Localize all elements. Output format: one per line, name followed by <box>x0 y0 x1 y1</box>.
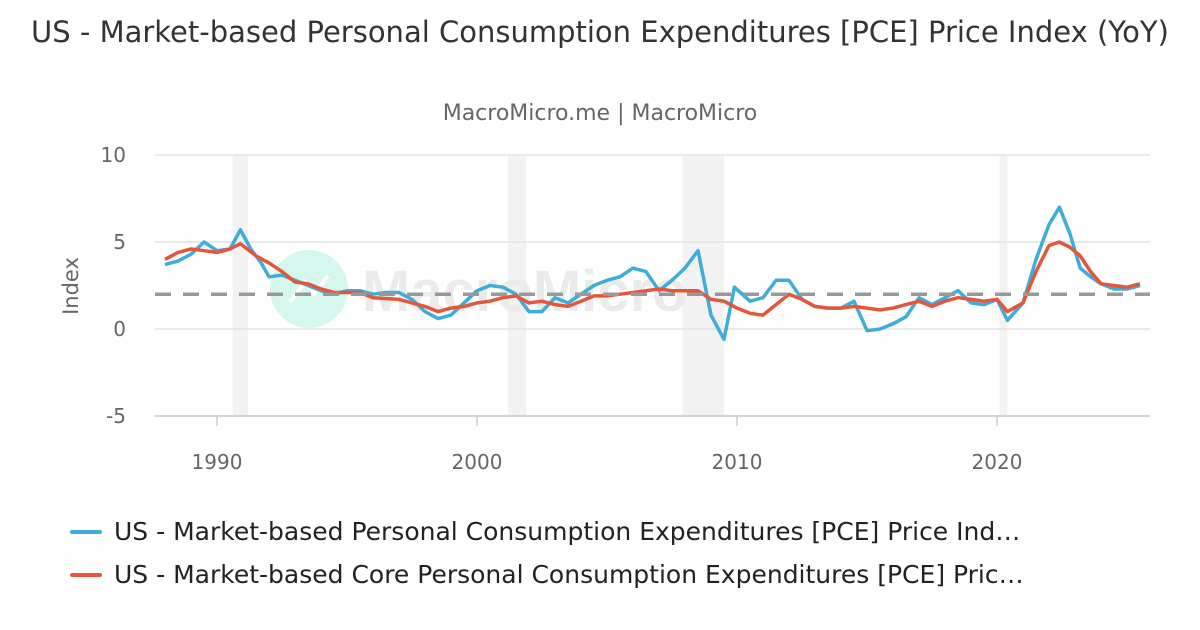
legend-item-core-pce[interactable]: US - Market-based Core Personal Consumpt… <box>70 553 1024 596</box>
y-tick-label: -5 <box>106 404 126 428</box>
y-axis-label: Index <box>59 257 83 315</box>
y-tick-label: 10 <box>101 143 126 167</box>
legend-item-headline-pce[interactable]: US - Market-based Personal Consumption E… <box>70 510 1024 553</box>
recession-band <box>682 155 724 416</box>
legend-label: US - Market-based Personal Consumption E… <box>114 517 1021 546</box>
recession-band <box>508 155 527 416</box>
y-tick-label: 0 <box>113 317 126 341</box>
chart-subtitle: MacroMicro.me | MacroMicro <box>442 101 758 126</box>
recession-band <box>999 155 1008 416</box>
x-tick-label: 2000 <box>452 450 503 474</box>
x-tick-label: 2010 <box>712 450 763 474</box>
recession-band <box>232 155 249 416</box>
chart-title: US - Market-based Personal Consumption E… <box>31 15 1169 49</box>
legend-swatch <box>70 572 102 577</box>
legend: US - Market-based Personal Consumption E… <box>70 510 1024 596</box>
legend-label: US - Market-based Core Personal Consumpt… <box>114 560 1024 589</box>
legend-swatch <box>70 529 102 534</box>
series-line-core-pce <box>164 240 1141 317</box>
x-tick-label: 1990 <box>192 450 243 474</box>
x-tick-label: 2020 <box>972 450 1023 474</box>
y-tick-label: 5 <box>113 230 126 254</box>
